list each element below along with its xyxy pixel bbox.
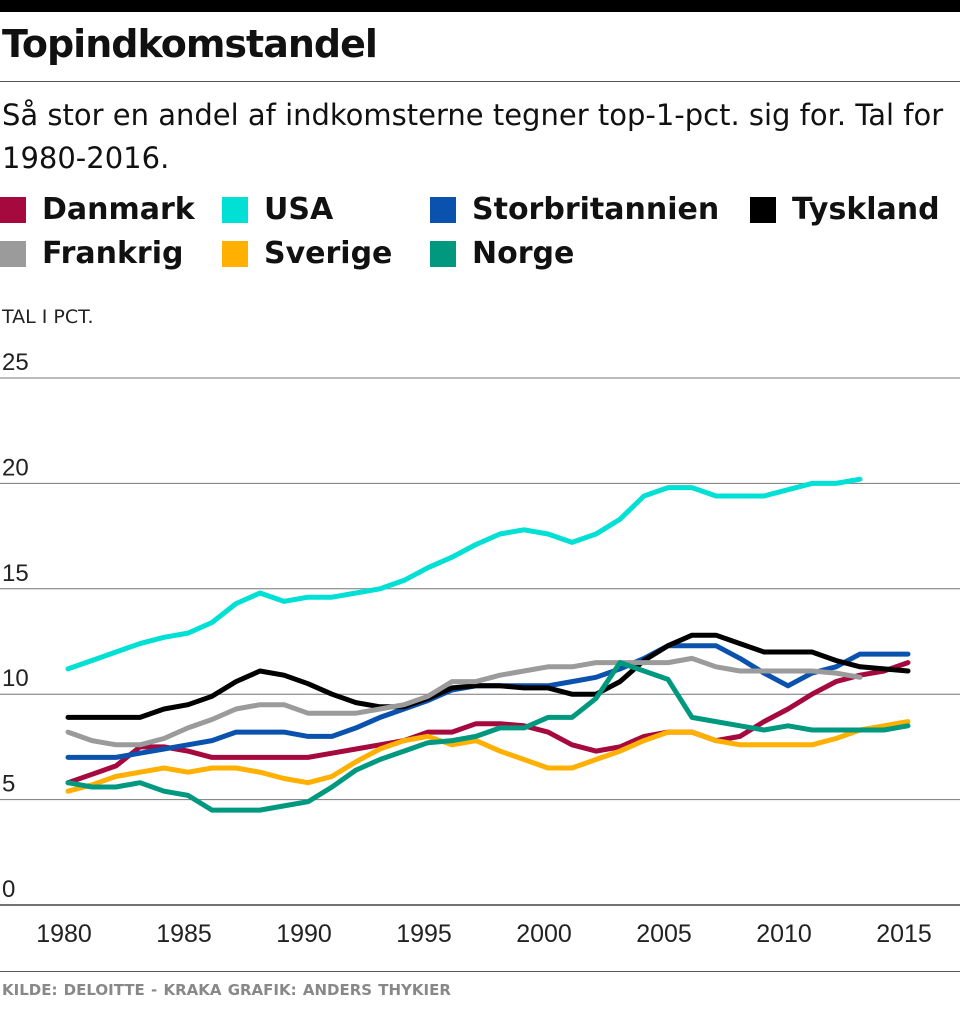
title-divider <box>0 81 960 82</box>
legend-swatch <box>0 196 26 223</box>
footer-divider <box>0 971 960 972</box>
y-axis-unit-label: TAL I PCT. <box>2 306 94 328</box>
series-line-frankrig <box>65 655 863 748</box>
source-credit: KILDE: DELOITTE - KRAKA GRAFIK: ANDERS T… <box>2 981 451 999</box>
x-tick-label: 1985 <box>156 920 212 948</box>
legend-swatch <box>750 196 776 223</box>
series-line-usa <box>65 476 863 672</box>
x-tick-label: 2010 <box>756 920 812 948</box>
x-tick-label: 2015 <box>876 920 932 948</box>
legend-item-tyskland: Tyskland <box>750 192 940 227</box>
x-tick-label: 1990 <box>276 920 332 948</box>
x-tick-label: 1995 <box>396 920 452 948</box>
y-tick-label: 25 <box>2 349 29 376</box>
series-line-danmark <box>65 660 911 786</box>
legend-label: Tyskland <box>792 192 940 227</box>
legend-swatch <box>222 240 248 267</box>
legend-label: Sverige <box>264 236 393 271</box>
top-bar <box>0 0 960 12</box>
y-tick-label: 15 <box>2 560 29 587</box>
legend-item-norge: Norge <box>430 236 574 271</box>
legend-item-sverige: Sverige <box>222 236 392 271</box>
legend-label: Danmark <box>42 192 195 227</box>
legend-item-storbritannien: Storbritannien <box>430 192 719 227</box>
legend-label: USA <box>264 192 334 227</box>
chart-title: Topindkomstandel <box>2 22 378 66</box>
legend-swatch <box>222 196 248 223</box>
chart-subtitle: Så stor en andel af indkomsterne tegner … <box>2 98 944 175</box>
series-line-sverige <box>65 719 911 794</box>
y-tick-label: 20 <box>2 454 29 481</box>
x-tick-label: 2000 <box>516 920 572 948</box>
x-tick-label: 1980 <box>36 920 92 948</box>
legend-label: Norge <box>472 236 575 271</box>
legend-swatch <box>430 240 456 267</box>
series-line-norge <box>65 660 911 813</box>
x-tick-label: 2005 <box>636 920 692 948</box>
y-tick-label: 10 <box>2 665 29 692</box>
series-line-tyskland <box>65 632 911 720</box>
legend-item-danmark: Danmark <box>0 192 195 227</box>
legend-label: Storbritannien <box>472 192 720 227</box>
legend-swatch <box>0 240 26 267</box>
y-tick-label: 0 <box>2 876 15 903</box>
legend-swatch <box>430 196 456 223</box>
y-tick-label: 5 <box>2 771 15 798</box>
legend-label: Frankrig <box>42 236 184 271</box>
legend-item-frankrig: Frankrig <box>0 236 183 271</box>
legend-item-usa: USA <box>222 192 333 227</box>
